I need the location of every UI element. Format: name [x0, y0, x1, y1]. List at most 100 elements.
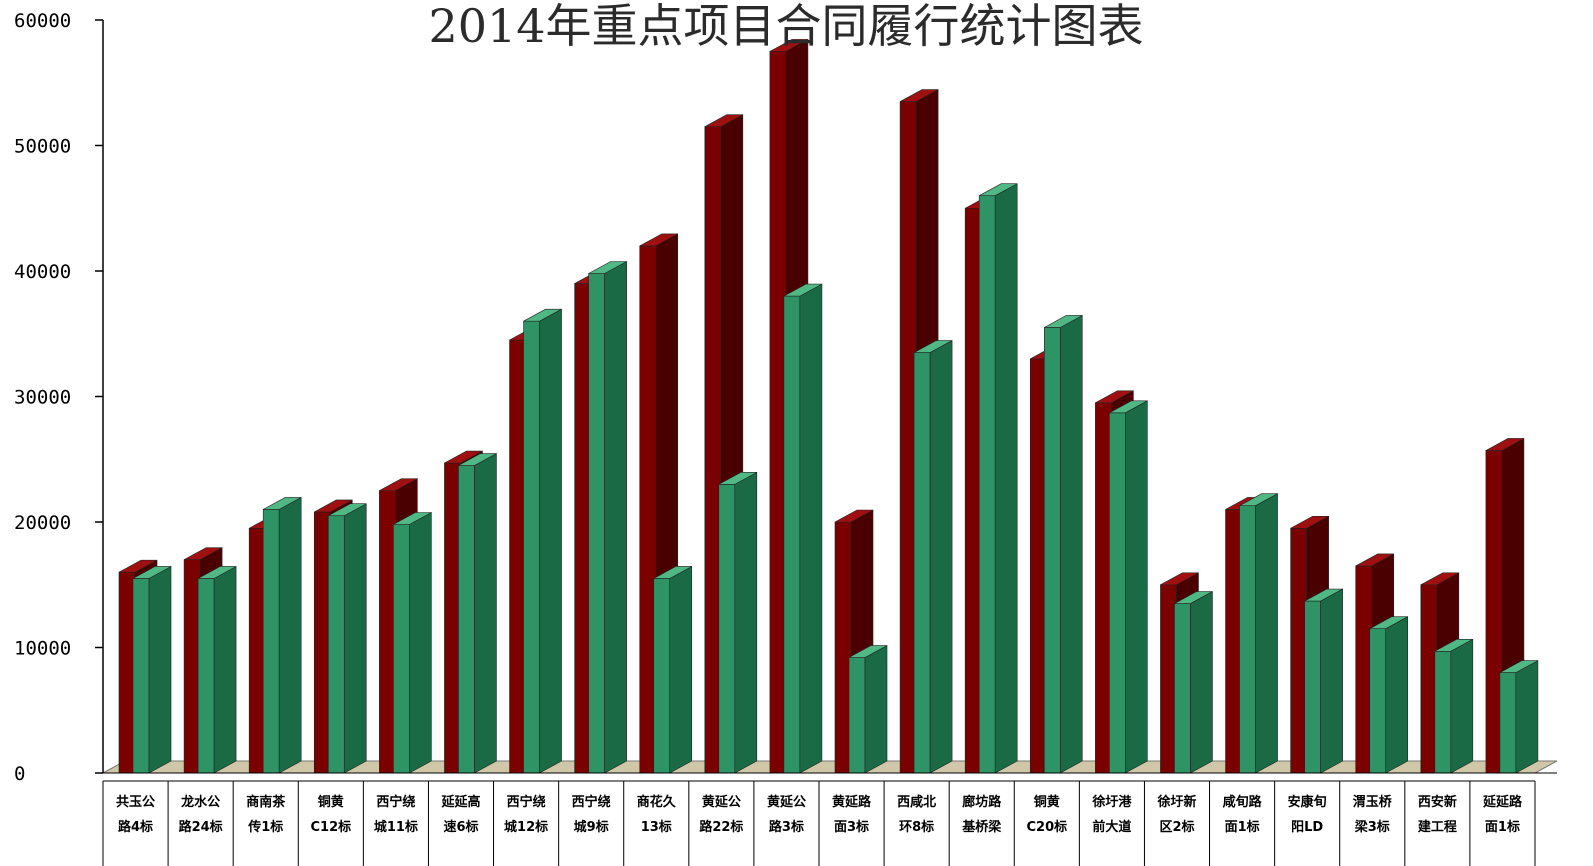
bar-series1-front — [248, 527, 266, 774]
bar-series2-front — [653, 578, 671, 774]
bar-series2-top — [1304, 588, 1343, 602]
bar-series2-front — [978, 195, 996, 774]
bar-series1-top — [704, 114, 743, 127]
bar-series2-top — [1499, 660, 1539, 673]
category-label: 铜黄 — [317, 794, 344, 810]
category-label: 环8标 — [899, 819, 934, 835]
category-label: 徐圩港 — [1091, 794, 1132, 810]
category-label: 徐圩新 — [1156, 794, 1196, 810]
bar-series2 — [913, 340, 953, 774]
bar-series1-front — [899, 101, 917, 774]
y-tick-label: 0 — [14, 763, 25, 785]
category-label: 传1标 — [247, 819, 283, 835]
bar-series2-side — [1190, 591, 1213, 774]
bar-series2-side — [1515, 660, 1539, 774]
bar-series1-top — [1485, 438, 1525, 451]
category-label: 前大道 — [1092, 819, 1131, 835]
bar-series2 — [327, 503, 367, 774]
bar-series1-front — [964, 207, 982, 774]
bar-series2 — [1369, 616, 1409, 774]
bar-series2 — [393, 512, 432, 774]
bar-series2-front — [132, 578, 150, 774]
bar-series2 — [458, 453, 497, 774]
bar-series2-side — [343, 503, 367, 774]
category-label: 路4标 — [118, 819, 153, 835]
bar-series2-top — [1109, 400, 1148, 414]
category-label: 黄延公 — [767, 794, 806, 810]
y-tick-label: 40000 — [14, 261, 71, 283]
bar-series2-front — [458, 465, 475, 774]
bar-series1-top — [1160, 572, 1199, 586]
category-label: 渭玉桥 — [1353, 794, 1393, 810]
bar-series2 — [1499, 660, 1539, 774]
bar-series1-top — [183, 547, 223, 560]
bar-series1-top — [379, 478, 418, 491]
bar-series1-top — [118, 559, 158, 573]
bar-series1-top — [1095, 390, 1134, 404]
bar-series1-front — [704, 126, 722, 774]
y-tick-label: 10000 — [14, 638, 71, 660]
bar-series2-side — [148, 565, 172, 774]
category-label: 廊坊路 — [962, 794, 1002, 810]
bar-series1-top — [639, 233, 678, 247]
bar-series1-top — [1290, 515, 1329, 529]
bar-series1-front — [444, 462, 461, 774]
category-label: 面3标 — [834, 819, 869, 835]
category-label: 商花久 — [637, 794, 677, 810]
bar-series2-side — [1125, 400, 1148, 774]
bar-series2-top — [328, 503, 367, 517]
bar-series2-side — [994, 183, 1018, 774]
category-label: 城12标 — [504, 819, 548, 835]
bar-series2-side — [409, 512, 432, 774]
bar-series1-top — [834, 509, 874, 523]
bar-series1-front — [313, 511, 331, 774]
bar-series2-top — [393, 512, 432, 525]
category-label: 路22标 — [699, 819, 743, 835]
bar-series1-front — [118, 571, 136, 774]
bar-series1-front — [834, 521, 852, 774]
category-label: 面1标 — [1225, 819, 1260, 835]
bar-series1-top — [444, 450, 483, 464]
category-label: 速6标 — [443, 819, 478, 835]
bar-series1-top — [314, 499, 353, 513]
bar-series2-side — [539, 308, 562, 774]
category-label: 区2标 — [1159, 819, 1194, 835]
bar-series2-side — [1450, 638, 1474, 774]
category-label: 西宁绕 — [572, 794, 611, 810]
bar-series1-front — [1029, 358, 1047, 774]
bar-group — [118, 38, 1539, 774]
category-label: 龙水公 — [181, 794, 220, 810]
category-label: 面1标 — [1485, 819, 1520, 835]
bar-series1-top — [1420, 572, 1459, 586]
y-tick-label: 60000 — [14, 10, 71, 32]
bar-series2-side — [929, 340, 953, 774]
bar-series2 — [718, 471, 758, 774]
category-label: 基桥梁 — [961, 819, 1002, 835]
category-label: 咸旬路 — [1223, 794, 1263, 810]
bar-series2-side — [1059, 314, 1083, 774]
bar-series1-top — [1355, 553, 1394, 567]
bar-series2-front — [588, 273, 605, 774]
bar-series1-front — [1095, 402, 1112, 774]
category-label: 路3标 — [769, 819, 804, 835]
bar-series2-side — [474, 453, 497, 774]
bar-series2-front — [1304, 600, 1321, 774]
category-label: 西安新 — [1418, 794, 1457, 810]
category-label: 梁3标 — [1354, 819, 1390, 835]
category-label: 西咸北 — [897, 794, 936, 810]
bar-series2 — [1109, 400, 1148, 774]
category-label: 路24标 — [179, 819, 223, 835]
bar-series2-side — [864, 645, 888, 774]
bar-series2-side — [213, 565, 237, 774]
bar-series2-front — [1239, 505, 1256, 774]
bar-series1-front — [1225, 509, 1242, 774]
bar-series2-top — [132, 566, 172, 579]
bar-series2 — [197, 565, 237, 774]
bar-series2-front — [523, 320, 540, 774]
y-tick-label: 30000 — [14, 387, 71, 409]
bar-series1-front — [769, 51, 787, 774]
category-label: 商南茶 — [246, 794, 286, 810]
bar-series2-top — [1044, 315, 1083, 328]
category-label: 13标 — [641, 819, 672, 835]
